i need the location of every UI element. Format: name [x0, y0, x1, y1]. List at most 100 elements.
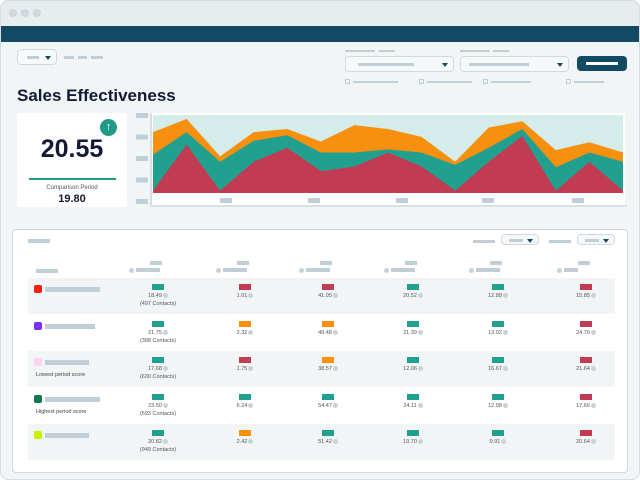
info-icon[interactable]	[590, 402, 596, 408]
panel-sort-dropdown[interactable]	[577, 234, 615, 245]
info-icon[interactable]	[590, 366, 596, 372]
status-indicator-good	[492, 393, 504, 400]
info-icon[interactable]	[384, 268, 389, 273]
results-panel: 18.49 (497 Contacts) 1.01 41.05 20.52 12.88 15…	[12, 229, 628, 473]
apply-button[interactable]	[577, 56, 627, 71]
info-icon[interactable]	[502, 366, 508, 372]
score-value: 12.98	[488, 402, 502, 409]
y-tick-label	[136, 199, 148, 204]
comparison-dropdown[interactable]	[460, 56, 569, 72]
status-indicator-bad	[580, 430, 592, 436]
table-row[interactable]: 20.82 (949 Contacts) 2.42 51.42 19.70 9.91 20.…	[28, 424, 615, 460]
info-icon[interactable]	[590, 439, 596, 445]
score-value: 15.85	[576, 293, 590, 299]
info-icon[interactable]	[332, 293, 338, 299]
score-cell: 23.50 (593 Contacts)	[123, 393, 193, 417]
status-indicator-good	[492, 320, 504, 327]
filter-checkbox[interactable]	[419, 79, 424, 84]
column-header[interactable]	[320, 261, 332, 265]
chevron-down-icon	[45, 56, 51, 60]
chevron-down-icon	[603, 239, 609, 243]
score-value: 13.92	[488, 329, 502, 336]
info-icon[interactable]	[417, 366, 423, 372]
panel-filter-dropdown[interactable]	[501, 234, 539, 245]
info-icon[interactable]	[332, 366, 338, 372]
series-color-swatch	[34, 285, 42, 293]
score-cell: 12.06	[378, 357, 448, 372]
info-icon[interactable]	[129, 268, 134, 273]
row-note: Highest period score	[36, 408, 87, 415]
score-cell: 17.68 (630 Contacts)	[123, 357, 193, 380]
score-value: 1.01	[236, 293, 248, 299]
score-value: 51.42	[318, 439, 332, 445]
table-row[interactable]: 18.49 (497 Contacts) 1.01 41.05 20.52 12.88 15…	[28, 278, 615, 314]
info-icon[interactable]	[162, 366, 168, 372]
status-indicator-good	[407, 430, 419, 436]
info-icon[interactable]	[248, 439, 254, 445]
info-icon[interactable]	[501, 439, 507, 445]
filter-checkbox[interactable]	[483, 79, 488, 84]
info-icon[interactable]	[417, 439, 423, 445]
info-icon[interactable]	[248, 402, 254, 408]
column-header[interactable]	[237, 261, 249, 265]
table-row[interactable]: 21.75 (388 Contacts) 2.32 49.48 21.39 13.92 24…	[28, 315, 615, 351]
info-icon[interactable]	[248, 293, 254, 299]
info-icon[interactable]	[502, 402, 508, 408]
column-header[interactable]	[405, 261, 417, 265]
status-indicator-good	[407, 393, 419, 400]
score-cell: 1.01	[210, 284, 280, 299]
score-value: 18.49	[148, 293, 162, 299]
score-value: 20.64	[576, 439, 590, 445]
info-icon[interactable]	[216, 268, 221, 273]
info-icon[interactable]	[590, 329, 596, 335]
score-cell: 49.48	[293, 320, 363, 336]
column-header[interactable]	[150, 261, 162, 265]
contacts-count: (388 Contacts)	[139, 337, 177, 344]
series-color-swatch	[34, 358, 42, 366]
info-icon[interactable]	[502, 293, 508, 299]
column-header[interactable]	[578, 261, 590, 265]
score-cell: 24.76	[551, 320, 621, 336]
info-icon[interactable]	[557, 268, 562, 273]
maximize-window-dot[interactable]	[33, 9, 41, 17]
close-window-dot[interactable]	[9, 9, 17, 17]
view-dropdown[interactable]	[17, 49, 57, 65]
column-header[interactable]	[490, 261, 502, 265]
score-value: 54.47	[318, 402, 332, 409]
info-icon[interactable]	[299, 268, 304, 273]
score-cell: 41.05	[293, 284, 363, 299]
kpi-value: 20.55	[40, 135, 104, 163]
info-icon[interactable]	[162, 293, 168, 299]
status-indicator-good	[407, 320, 419, 327]
info-icon[interactable]	[502, 329, 508, 335]
status-indicator-bad	[580, 320, 592, 327]
filter-checkbox[interactable]	[345, 79, 350, 84]
info-icon[interactable]	[417, 329, 423, 335]
info-icon[interactable]	[162, 402, 168, 408]
info-icon[interactable]	[590, 293, 596, 299]
info-icon[interactable]	[417, 293, 423, 299]
minimize-window-dot[interactable]	[21, 9, 29, 17]
info-icon[interactable]	[248, 366, 254, 372]
info-icon[interactable]	[417, 402, 423, 408]
score-cell: 18.49 (497 Contacts)	[123, 284, 193, 307]
x-tick-label	[220, 198, 232, 203]
table-row[interactable]: Highest period score 23.50 (593 Contacts) 6…	[28, 388, 615, 424]
chevron-down-icon	[557, 63, 563, 67]
filter-checkbox[interactable]	[566, 79, 571, 84]
score-cell: 38.57	[293, 357, 363, 372]
info-icon[interactable]	[162, 439, 168, 445]
info-icon[interactable]	[332, 329, 338, 335]
status-indicator-good	[152, 430, 164, 436]
info-icon[interactable]	[332, 402, 338, 408]
table-row[interactable]: Lowest period score 17.68 (630 Contacts) 1.…	[28, 351, 615, 387]
period-dropdown[interactable]	[345, 56, 454, 72]
score-cell: 19.70	[378, 430, 448, 445]
info-icon[interactable]	[162, 329, 168, 335]
info-icon[interactable]	[332, 439, 338, 445]
y-tick-label	[136, 134, 148, 140]
info-icon[interactable]	[248, 329, 254, 335]
info-icon[interactable]	[469, 268, 474, 273]
score-value: 49.48	[318, 329, 332, 336]
score-value: 23.50	[148, 402, 162, 409]
